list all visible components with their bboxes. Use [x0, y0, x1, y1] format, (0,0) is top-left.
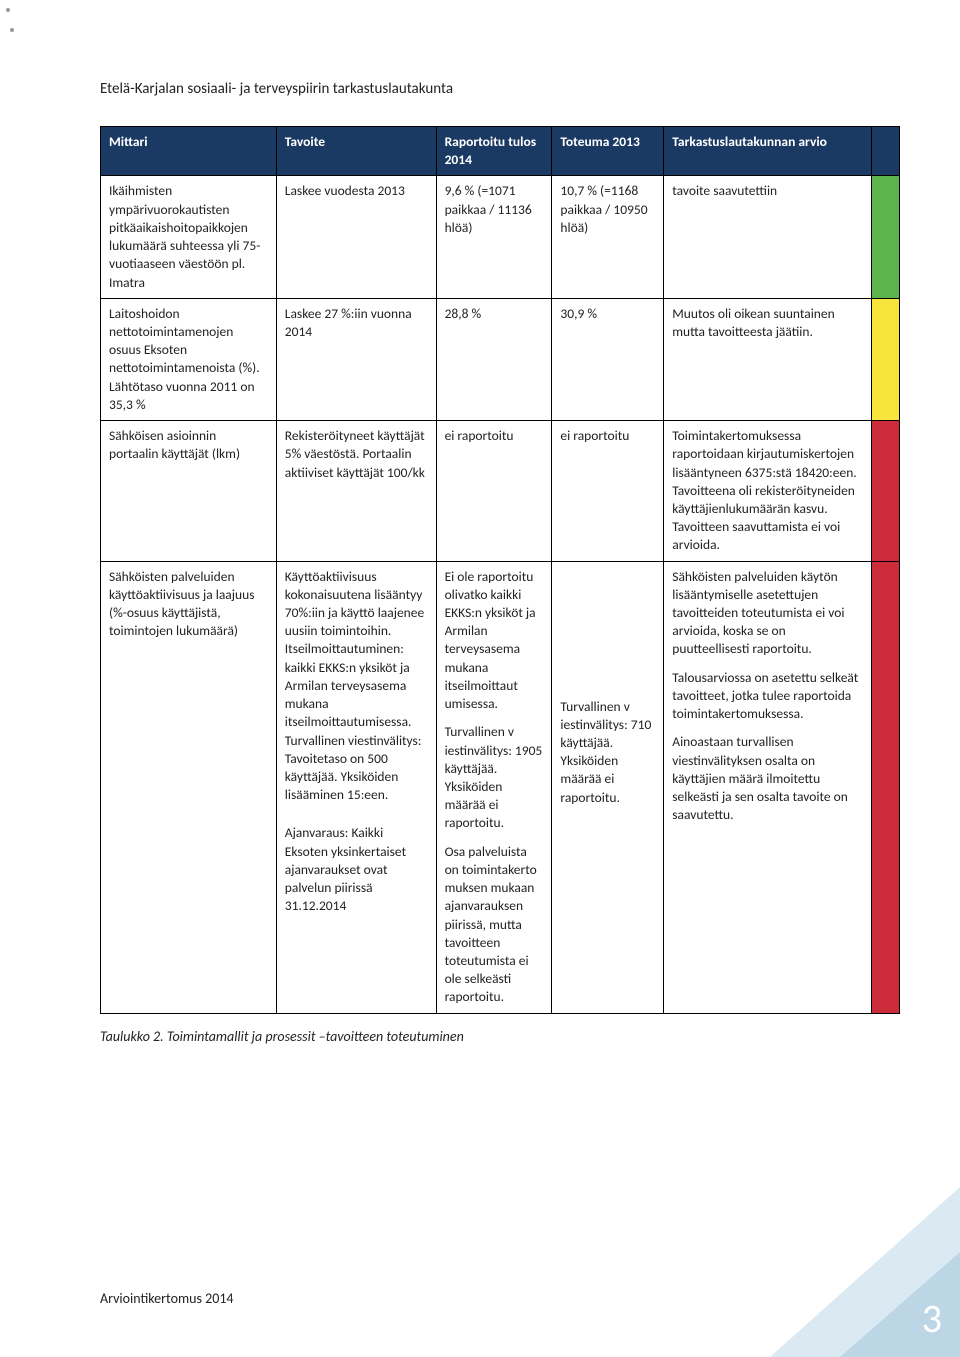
status-indicator: [872, 298, 900, 420]
cell-mittari: Sähköisen asioinnin portaalin käyttäjät …: [101, 421, 277, 562]
metrics-table: Mittari Tavoite Raportoitu tulos 2014 To…: [100, 126, 900, 1014]
col-mittari: Mittari: [101, 127, 277, 176]
table-header-row: Mittari Tavoite Raportoitu tulos 2014 To…: [101, 127, 900, 176]
cell-raportoitu: 9,6 % (=1071 paikkaa / 11136 hlöä): [436, 176, 552, 298]
cell-raportoitu: Ei ole raportoitu olivatko kaikki EKKS:n…: [436, 561, 552, 1013]
col-status: [872, 127, 900, 176]
cell-toteuma: ei raportoitu: [552, 421, 664, 562]
table-row: Sähköisen asioinnin portaalin käyttäjät …: [101, 421, 900, 562]
col-toteuma: Toteuma 2013: [552, 127, 664, 176]
cell-arvio: Toimintakertomuksessa raportoidaan kirja…: [664, 421, 872, 562]
status-indicator: [872, 176, 900, 298]
cell-tavoite: Käyttöaktiivisuus kokonaisuutena lisäänt…: [276, 561, 436, 1013]
table-caption: Taulukko 2. Toimintamallit ja prosessit …: [100, 1028, 900, 1045]
cell-arvio: Sähköisten palveluiden käytön lisääntymi…: [664, 561, 872, 1013]
cell-tavoite: Rekisteröityneet käyttäjät 5% väestöstä.…: [276, 421, 436, 562]
cell-toteuma: Turvallinen v iestinvälitys: 710 käyttäj…: [552, 561, 664, 1013]
table-row: Sähköisten palveluiden käyttöaktiivisuus…: [101, 561, 900, 1013]
cell-raportoitu: 28,8 %: [436, 298, 552, 420]
footer-text: Arviointikertomus 2014: [100, 1290, 234, 1307]
col-arvio: Tarkastuslautakunnan arvio: [664, 127, 872, 176]
col-raportoitu: Raportoitu tulos 2014: [436, 127, 552, 176]
artifact-dot: [6, 8, 10, 12]
col-tavoite: Tavoite: [276, 127, 436, 176]
tavoite-part-a: Käyttöaktiivisuus kokonaisuutena lisäänt…: [285, 568, 424, 804]
arvio-part-b: Talousarviossa on asetettu selkeät tavoi…: [672, 669, 858, 722]
cell-mittari: Sähköisten palveluiden käyttöaktiivisuus…: [101, 561, 277, 1013]
tavoite-part-b: Ajanvaraus: Kaikki Eksoten yksinkertaise…: [285, 824, 406, 914]
arvio-part-a: Sähköisten palveluiden käytön lisääntymi…: [672, 568, 844, 658]
toteuma-text: Turvallinen v iestinvälitys: 710 käyttäj…: [560, 698, 651, 806]
cell-toteuma: 10,7 % (=1168 paikkaa / 10950 hlöä): [552, 176, 664, 298]
page-corner-decoration: 3: [770, 1187, 960, 1357]
raportoitu-part-b: Turvallinen v iestinvälitys: 1905 käyttä…: [445, 723, 543, 831]
cell-mittari: Ikäihmisten ympärivuorokautisten pitkäai…: [101, 176, 277, 298]
status-indicator: [872, 561, 900, 1013]
raportoitu-part-c: Osa palveluista on toimintakerto muksen …: [445, 843, 537, 1006]
cell-mittari: Laitoshoidon nettotoimintamenojen osuus …: [101, 298, 277, 420]
cell-arvio: Muutos oli oikean suuntainen mutta tavoi…: [664, 298, 872, 420]
page-header: Etelä-Karjalan sosiaali- ja terveyspiiri…: [100, 80, 900, 98]
document-page: Etelä-Karjalan sosiaali- ja terveyspiiri…: [0, 0, 960, 1357]
corner-triangle-dark: [840, 1252, 960, 1357]
raportoitu-part-a: Ei ole raportoitu olivatko kaikki EKKS:n…: [445, 568, 536, 713]
artifact-dot: [10, 28, 14, 32]
arvio-text: Toimintakertomuksessa raportoidaan kirja…: [672, 427, 856, 553]
cell-toteuma: 30,9 %: [552, 298, 664, 420]
cell-raportoitu: ei raportoitu: [436, 421, 552, 562]
page-number: 3: [922, 1294, 942, 1343]
arvio-part-c: Ainoastaan turvallisen viestinvälityksen…: [672, 733, 848, 823]
table-row: Laitoshoidon nettotoimintamenojen osuus …: [101, 298, 900, 420]
cell-tavoite: Laskee vuodesta 2013: [276, 176, 436, 298]
cell-arvio: tavoite saavutettiin: [664, 176, 872, 298]
table-row: Ikäihmisten ympärivuorokautisten pitkäai…: [101, 176, 900, 298]
cell-tavoite: Laskee 27 %:iin vuonna 2014: [276, 298, 436, 420]
status-indicator: [872, 421, 900, 562]
